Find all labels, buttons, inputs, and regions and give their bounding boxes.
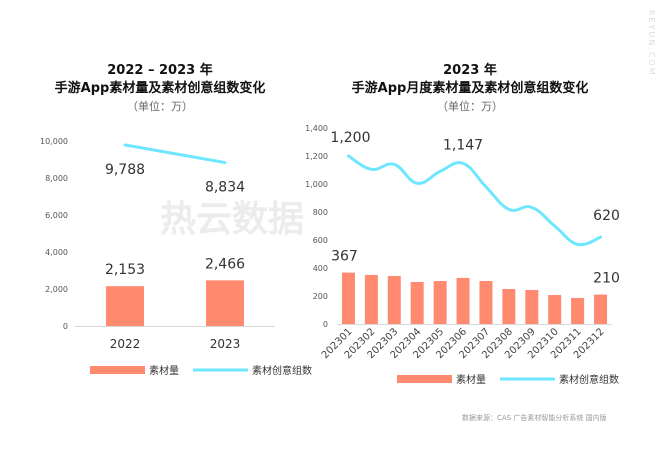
y-tick-label: 0 (323, 320, 328, 329)
bar-202312 (594, 294, 608, 324)
right-unit: （单位：万） (437, 100, 503, 113)
bar-202304 (410, 282, 424, 324)
line-data-label: 9,788 (105, 162, 145, 178)
bar-202301 (341, 272, 355, 324)
y-tick-label: 800 (313, 208, 328, 217)
line-data-label: 8,834 (205, 180, 245, 196)
left-title: 2022 – 2023 年 手游App素材量及素材创意组数变化 （单位：万） (40, 62, 280, 116)
bar-2022 (106, 286, 144, 326)
bar-202307 (479, 281, 493, 324)
bar-202306 (456, 277, 470, 324)
line-data-label: 1,147 (443, 137, 483, 153)
side-text: REYUN.COM (647, 10, 656, 77)
right-title-line1: 2023 年 (443, 63, 497, 78)
legend-bar-swatch (397, 375, 452, 383)
y-tick-label: 2,000 (45, 285, 68, 294)
legend-line-label: 素材创意组数 (252, 364, 312, 377)
legend-bar-swatch (90, 366, 145, 374)
legend-bar-label: 素材量 (149, 364, 179, 377)
bar-2023 (206, 280, 244, 326)
right-title-line2: 手游App月度素材量及素材创意组数变化 (351, 81, 589, 96)
y-tick-label: 200 (313, 292, 328, 301)
y-tick-label: 1,200 (305, 152, 328, 161)
source-note: 数据来源：CAS 广告素材智能分析系统 国内版 (462, 414, 607, 422)
legend-line-label: 素材创意组数 (559, 373, 619, 386)
bar-data-label: 210 (593, 271, 620, 287)
line-data-label: 1,200 (330, 130, 370, 146)
left-title-line2: 手游App素材量及素材创意组数变化 (54, 81, 266, 96)
bar-data-label: 2,466 (205, 256, 245, 272)
y-tick-label: 600 (313, 236, 328, 245)
y-tick-label: 1,400 (305, 124, 328, 133)
bar-202308 (502, 289, 516, 324)
bar-202303 (387, 275, 401, 324)
bar-202302 (364, 275, 378, 324)
bar-data-label: 2,153 (105, 262, 145, 278)
x-tick-label: 2022 (110, 337, 141, 351)
line-series (346, 154, 603, 247)
y-tick-label: 0 (63, 322, 68, 331)
legend-bar-label: 素材量 (456, 373, 486, 386)
y-tick-label: 400 (313, 264, 328, 273)
y-tick-label: 4,000 (45, 248, 68, 257)
y-tick-label: 10,000 (40, 137, 68, 146)
bar-202310 (548, 295, 562, 324)
line-data-label: 620 (593, 208, 620, 224)
x-tick-label: 2023 (210, 337, 241, 351)
left-unit: （单位：万） (127, 100, 193, 113)
bar-202305 (433, 281, 447, 324)
y-tick-label: 1,000 (305, 180, 328, 189)
y-tick-label: 6,000 (45, 211, 68, 220)
right-title: 2023 年 手游App月度素材量及素材创意组数变化 （单位：万） (320, 62, 620, 116)
line-series (123, 143, 227, 165)
bar-202311 (571, 297, 585, 324)
watermark: 热云数据 (160, 199, 305, 240)
bar-data-label: 367 (331, 249, 358, 265)
left-title-line1: 2022 – 2023 年 (107, 63, 213, 78)
y-tick-label: 8,000 (45, 174, 68, 183)
bar-202309 (525, 289, 539, 324)
